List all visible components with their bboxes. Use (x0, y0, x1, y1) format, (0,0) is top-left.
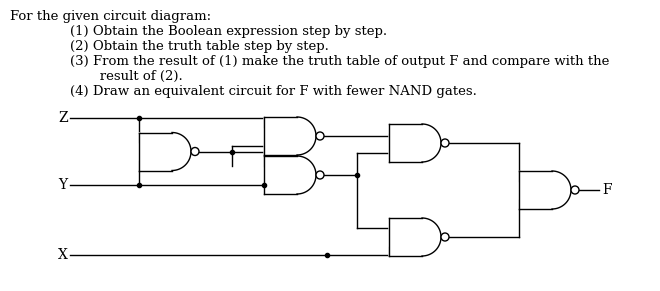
Text: F: F (602, 183, 612, 197)
Text: Z: Z (58, 111, 67, 125)
Text: (1) Obtain the Boolean expression step by step.: (1) Obtain the Boolean expression step b… (70, 25, 387, 38)
Text: result of (2).: result of (2). (70, 70, 183, 83)
Text: Y: Y (58, 178, 67, 192)
Circle shape (316, 132, 324, 140)
Text: For the given circuit diagram:: For the given circuit diagram: (10, 10, 211, 23)
Polygon shape (389, 124, 441, 162)
Circle shape (441, 139, 449, 147)
Circle shape (316, 171, 324, 179)
Text: (3) From the result of (1) make the truth table of output F and compare with the: (3) From the result of (1) make the trut… (70, 55, 609, 68)
Polygon shape (139, 132, 191, 171)
Circle shape (191, 148, 199, 155)
Text: X: X (58, 248, 68, 262)
Text: (2) Obtain the truth table step by step.: (2) Obtain the truth table step by step. (70, 40, 329, 53)
Text: (4) Draw an equivalent circuit for F with fewer NAND gates.: (4) Draw an equivalent circuit for F wit… (70, 85, 477, 98)
Circle shape (441, 233, 449, 241)
Polygon shape (389, 218, 441, 256)
Polygon shape (264, 156, 316, 194)
Circle shape (571, 186, 579, 194)
Polygon shape (264, 117, 316, 155)
Polygon shape (519, 171, 571, 209)
